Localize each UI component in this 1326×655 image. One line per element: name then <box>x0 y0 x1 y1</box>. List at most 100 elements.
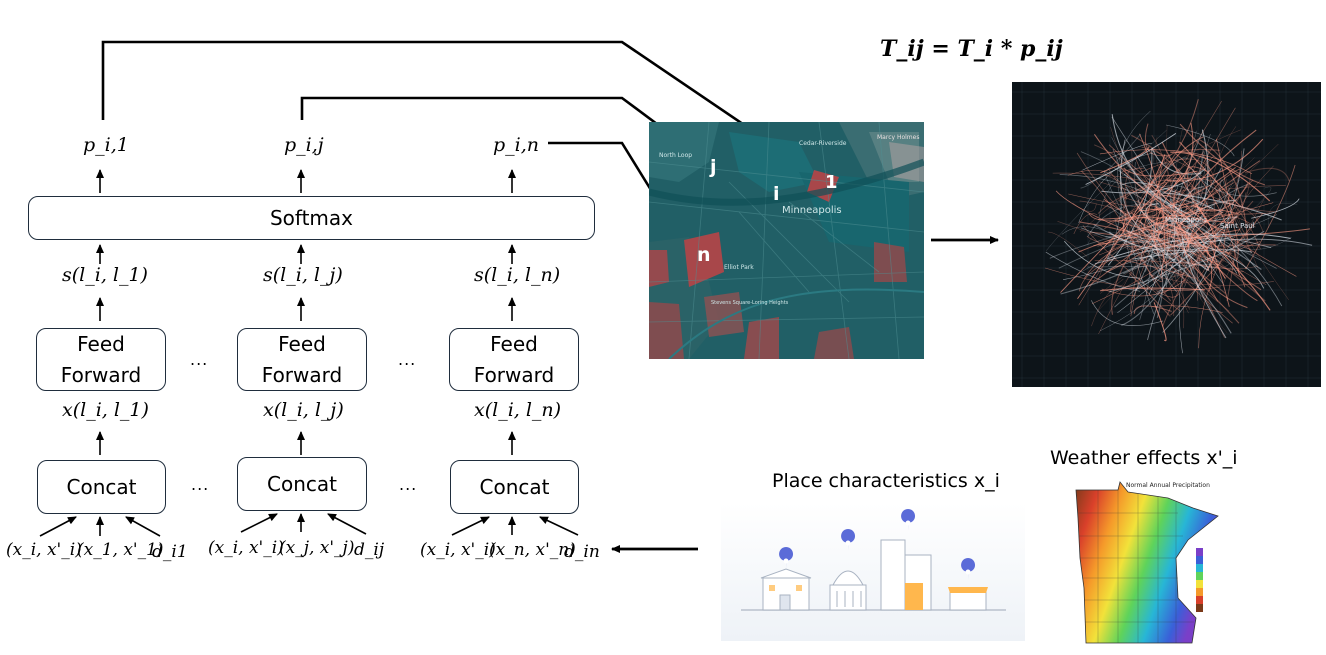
flow-line <box>1165 124 1235 157</box>
input-dest-j: (x_j, x'_j) <box>279 538 355 558</box>
input-origin-1: (x_i, x'_i) <box>6 540 82 560</box>
concat-n: Concat <box>450 460 579 514</box>
flow-line <box>1167 223 1266 302</box>
flow-line <box>1117 218 1229 314</box>
flow-line <box>1060 246 1169 295</box>
flow-line <box>1190 107 1236 192</box>
flow-line <box>1110 127 1189 314</box>
flow-line <box>1149 274 1274 286</box>
flow-line <box>1159 179 1178 193</box>
flow-line <box>1166 138 1264 182</box>
flow-line <box>1202 153 1252 253</box>
flow-line <box>1129 185 1185 313</box>
flow-lines <box>1012 82 1321 387</box>
map-label-neighborhood: Cedar-Riverside <box>799 140 847 147</box>
flow-line <box>1108 231 1205 252</box>
weather-effects-title: Weather effects x'_i <box>1050 447 1238 469</box>
flow-line <box>1158 162 1190 198</box>
flow-line <box>1082 223 1170 272</box>
flow-line <box>1224 254 1242 268</box>
flow-line <box>1174 128 1183 247</box>
flow-line <box>1093 133 1190 222</box>
prob-label-j: p_i,j <box>284 134 324 156</box>
flow-map-label-city: Saint Paul <box>1220 222 1255 230</box>
input-dist-n: d_in <box>564 542 600 562</box>
score-label-j: s(l_i, l_j) <box>263 264 343 286</box>
flow-line <box>1111 244 1137 315</box>
flow-line <box>1162 235 1236 247</box>
flow-line <box>1149 260 1163 283</box>
score-label-1: s(l_i, l_1) <box>62 264 148 286</box>
flow-line <box>1196 150 1242 266</box>
flow-line <box>1178 158 1244 228</box>
flow-line <box>1166 125 1177 237</box>
map-label-1: 1 <box>825 172 838 193</box>
flow-line <box>1173 186 1204 257</box>
flow-line <box>1163 185 1194 216</box>
flow-line <box>1123 158 1180 222</box>
map-label-i: i <box>773 183 780 205</box>
flow-line <box>1072 202 1097 212</box>
flow-line <box>1151 147 1202 175</box>
feed-forward-1: Feed Forward <box>36 328 166 391</box>
flow-line <box>1122 217 1147 237</box>
flow-line <box>1082 143 1152 171</box>
feature-vector-1: x(l_i, l_1) <box>62 399 149 421</box>
flow-line <box>1107 168 1126 213</box>
flow-line <box>1153 302 1167 342</box>
flow-line <box>1124 170 1147 260</box>
flow-line <box>1194 237 1272 249</box>
flow-line <box>1187 253 1210 271</box>
neighborhood-map: j i 1 n Minneapolis North Loop Cedar-Riv… <box>649 122 924 359</box>
softmax-label: Softmax <box>269 205 354 230</box>
flow-line <box>1144 123 1171 157</box>
flow-line <box>1082 225 1181 312</box>
flow-line <box>1143 157 1188 194</box>
flow-line <box>1153 236 1181 256</box>
flow-line <box>1251 214 1277 226</box>
flow-line <box>1122 215 1164 230</box>
flow-map-label-city: Minneapolis <box>1165 216 1207 224</box>
flow-line <box>1140 165 1170 260</box>
flow-line <box>1134 215 1238 291</box>
flow-line <box>1165 215 1186 286</box>
flow-line <box>1174 228 1310 239</box>
flow-line <box>1223 199 1264 283</box>
flow-line <box>1133 305 1172 314</box>
flow-line <box>1219 183 1289 300</box>
flow-line <box>1179 123 1266 186</box>
ellipsis: ... <box>191 475 210 494</box>
flow-line <box>1209 241 1230 307</box>
flow-line <box>1171 225 1200 277</box>
flow-line <box>1203 160 1217 244</box>
flow-line <box>1057 220 1230 312</box>
flow-line <box>1129 227 1172 302</box>
flow-line <box>1149 216 1238 238</box>
flow-line <box>1198 227 1242 349</box>
flow-line <box>1206 126 1237 268</box>
flow-line <box>1107 199 1184 247</box>
flow-line <box>1080 227 1190 243</box>
flow-line <box>1199 139 1249 240</box>
map-label-neighborhood: North Loop <box>659 152 693 159</box>
flow-line <box>1049 220 1173 259</box>
flow-line <box>1162 148 1245 333</box>
input-origin-n: (x_i, x'_i) <box>420 540 496 560</box>
ellipsis: ... <box>190 350 209 369</box>
flow-line <box>1244 167 1290 182</box>
place-characteristics-illustration <box>721 503 1025 641</box>
flow-line <box>1135 158 1211 175</box>
flow-line <box>1087 203 1170 237</box>
flow-line <box>1140 220 1194 262</box>
flow-line <box>1078 152 1153 223</box>
flow-line <box>1139 222 1155 321</box>
flow-line <box>1200 202 1250 237</box>
flow-line <box>1267 202 1298 229</box>
flow-line <box>1121 167 1145 175</box>
flow-line <box>1131 150 1192 288</box>
flow-line <box>1188 133 1211 245</box>
arrow-p1-to-region-1 <box>101 40 819 177</box>
flow-line <box>1080 170 1157 287</box>
flow-line <box>1147 182 1271 311</box>
